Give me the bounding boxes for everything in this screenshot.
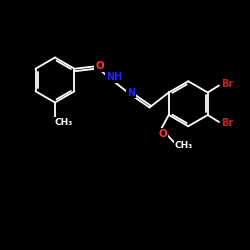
Text: O: O <box>158 129 167 139</box>
Text: Br: Br <box>221 118 233 128</box>
Text: CH₃: CH₃ <box>174 141 193 150</box>
Text: Br: Br <box>221 79 233 89</box>
Text: N: N <box>127 88 135 98</box>
Text: NH: NH <box>106 72 122 83</box>
Text: CH₃: CH₃ <box>55 118 73 127</box>
Text: O: O <box>95 61 104 71</box>
